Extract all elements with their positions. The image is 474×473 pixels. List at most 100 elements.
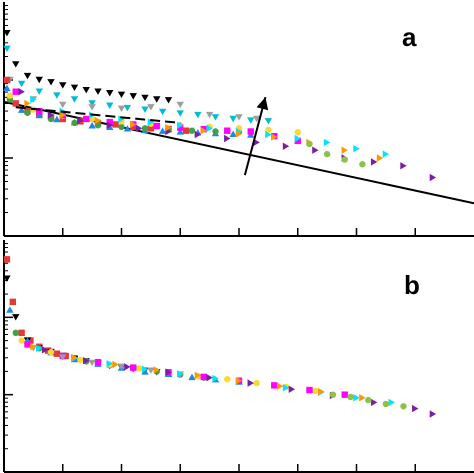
data-point [3, 256, 11, 263]
data-point [194, 111, 202, 119]
data-point [205, 111, 214, 119]
data-point [24, 341, 31, 348]
data-point [106, 90, 114, 97]
data-point [247, 117, 255, 124]
data-point [129, 93, 137, 100]
data-point [176, 101, 184, 109]
data-point [106, 360, 113, 368]
data-point [141, 125, 149, 132]
data-point [188, 373, 196, 381]
data-point [235, 130, 243, 138]
data-point [329, 391, 337, 398]
data-point [359, 161, 366, 168]
data-point [188, 127, 196, 134]
panel-b-letter: b [404, 270, 420, 300]
data-point [9, 298, 17, 306]
data-point [206, 124, 213, 133]
data-point [306, 140, 313, 148]
data-point [224, 134, 231, 143]
data-point [376, 154, 384, 162]
data-point [158, 127, 167, 134]
data-point [94, 122, 102, 129]
data-point [88, 359, 96, 367]
data-point [30, 95, 37, 104]
data-point [59, 354, 67, 361]
data-point [53, 350, 61, 357]
data-point [252, 115, 261, 123]
data-point [294, 134, 301, 143]
data-point [265, 126, 272, 134]
data-point [176, 128, 184, 135]
data-point [271, 133, 278, 141]
data-point [59, 111, 66, 119]
data-point [429, 410, 437, 418]
data-point [276, 382, 284, 390]
data-point [3, 84, 11, 91]
data-point [253, 379, 260, 387]
data-point [200, 373, 207, 381]
data-point [294, 137, 301, 145]
data-point [323, 138, 331, 147]
data-point [130, 120, 137, 129]
data-point [83, 115, 90, 123]
panel-a-letter: a [402, 22, 417, 52]
data-point [36, 108, 43, 115]
data-point [77, 116, 84, 125]
data-point [23, 72, 32, 80]
data-point [141, 365, 149, 373]
data-point [6, 306, 14, 313]
data-point [341, 146, 348, 154]
data-point [88, 104, 96, 111]
data-point [400, 403, 407, 410]
data-point [165, 123, 172, 132]
data-point [12, 329, 19, 336]
data-point [323, 150, 331, 158]
data-point [341, 156, 348, 163]
dashed-line [15, 106, 181, 124]
data-point [123, 104, 132, 112]
data-point [353, 394, 360, 402]
data-point [53, 115, 61, 123]
data-point [70, 84, 79, 91]
data-point [229, 115, 237, 123]
data-point [106, 102, 114, 109]
data-point [41, 346, 49, 354]
data-point [24, 99, 31, 108]
data-point [359, 394, 366, 402]
data-point [44, 347, 52, 354]
data-point [158, 108, 167, 116]
data-point [106, 118, 113, 126]
data-point [12, 100, 19, 107]
data-point [153, 96, 161, 103]
data-point [318, 387, 325, 396]
data-point [18, 88, 25, 96]
data-point [71, 353, 78, 362]
data-point [177, 370, 184, 378]
data-point [153, 366, 160, 374]
data-point [88, 122, 96, 129]
data-point [294, 129, 301, 136]
data-point [18, 329, 25, 336]
data-point [3, 275, 11, 282]
panel-a [3, 2, 474, 237]
data-point [365, 396, 372, 404]
data-point [123, 125, 132, 132]
data-point [112, 360, 119, 369]
data-point [370, 398, 378, 407]
data-point [24, 109, 31, 116]
panel-b [3, 240, 474, 473]
data-point [47, 79, 55, 86]
data-point [106, 121, 113, 129]
data-point [112, 121, 119, 128]
data-point [35, 76, 43, 84]
data-point [224, 376, 231, 383]
data-point [235, 114, 243, 121]
data-point [3, 76, 11, 84]
data-point [153, 122, 160, 130]
data-point [247, 128, 254, 135]
data-point [147, 118, 155, 126]
data-point [382, 400, 390, 408]
data-point [17, 80, 26, 88]
data-point [271, 382, 278, 389]
